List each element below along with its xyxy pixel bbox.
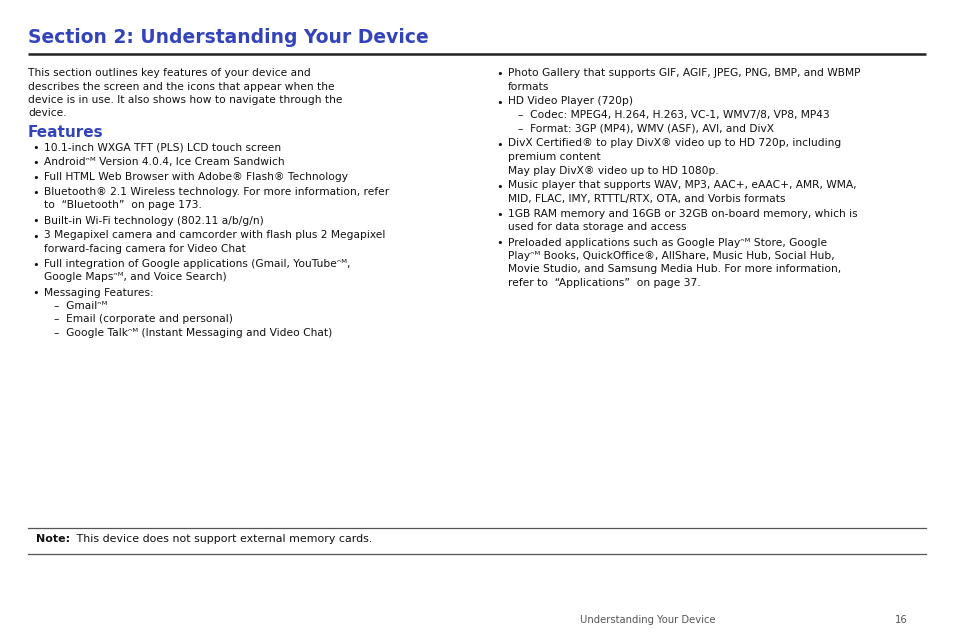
- Text: Androidᵔᴹ Version 4.0.4, Ice Cream Sandwich: Androidᵔᴹ Version 4.0.4, Ice Cream Sandw…: [44, 157, 284, 167]
- Text: •: •: [496, 238, 502, 249]
- Text: Features: Features: [28, 125, 104, 140]
- Text: •: •: [32, 232, 39, 242]
- Text: •: •: [32, 158, 39, 168]
- Text: MID, FLAC, IMY, RTTTL/RTX, OTA, and Vorbis formats: MID, FLAC, IMY, RTTTL/RTX, OTA, and Vorb…: [507, 194, 784, 204]
- Text: Note:: Note:: [36, 534, 71, 544]
- Text: premium content: premium content: [507, 152, 600, 162]
- Text: •: •: [32, 173, 39, 183]
- Text: device.: device.: [28, 109, 67, 118]
- Text: •: •: [32, 289, 39, 298]
- Text: Photo Gallery that supports GIF, AGIF, JPEG, PNG, BMP, and WBMP: Photo Gallery that supports GIF, AGIF, J…: [507, 68, 860, 78]
- Text: •: •: [496, 69, 502, 79]
- Text: Playᵔᴹ Books, QuickOffice®, AllShare, Music Hub, Social Hub,: Playᵔᴹ Books, QuickOffice®, AllShare, Mu…: [507, 251, 834, 261]
- Text: Google Mapsᵔᴹ, and Voice Search): Google Mapsᵔᴹ, and Voice Search): [44, 272, 227, 282]
- Text: Messaging Features:: Messaging Features:: [44, 287, 153, 298]
- Text: –  Format: 3GP (MP4), WMV (ASF), AVI, and DivX: – Format: 3GP (MP4), WMV (ASF), AVI, and…: [517, 123, 773, 134]
- Text: –  Google Talkᵔᴹ (Instant Messaging and Video Chat): – Google Talkᵔᴹ (Instant Messaging and V…: [54, 328, 332, 338]
- Text: Movie Studio, and Samsung Media Hub. For more information,: Movie Studio, and Samsung Media Hub. For…: [507, 265, 841, 275]
- Text: This section outlines key features of your device and: This section outlines key features of yo…: [28, 68, 311, 78]
- Text: Full integration of Google applications (Gmail, YouTubeᵔᴹ,: Full integration of Google applications …: [44, 259, 350, 269]
- Text: Understanding Your Device: Understanding Your Device: [579, 615, 715, 625]
- Text: Section 2: Understanding Your Device: Section 2: Understanding Your Device: [28, 28, 428, 47]
- Text: 3 Megapixel camera and camcorder with flash plus 2 Megapixel: 3 Megapixel camera and camcorder with fl…: [44, 230, 385, 240]
- Text: This device does not support external memory cards.: This device does not support external me…: [73, 534, 372, 544]
- Text: •: •: [496, 97, 502, 107]
- Text: Preloaded applications such as Google Playᵔᴹ Store, Google: Preloaded applications such as Google Pl…: [507, 237, 826, 247]
- Text: 1GB RAM memory and 16GB or 32GB on-board memory, which is: 1GB RAM memory and 16GB or 32GB on-board…: [507, 209, 857, 219]
- Text: •: •: [32, 260, 39, 270]
- Text: •: •: [496, 139, 502, 149]
- Text: refer to  “Applications”  on page 37.: refer to “Applications” on page 37.: [507, 278, 700, 288]
- Text: –  Gmailᵔᴹ: – Gmailᵔᴹ: [54, 301, 108, 311]
- Text: •: •: [496, 210, 502, 220]
- Text: Full HTML Web Browser with Adobe® Flash® Technology: Full HTML Web Browser with Adobe® Flash®…: [44, 172, 348, 182]
- Text: May play DivX® video up to HD 1080p.: May play DivX® video up to HD 1080p.: [507, 165, 718, 176]
- Text: DivX Certified® to play DivX® video up to HD 720p, including: DivX Certified® to play DivX® video up t…: [507, 139, 841, 148]
- Text: 16: 16: [894, 615, 907, 625]
- Text: HD Video Player (720p): HD Video Player (720p): [507, 97, 633, 106]
- Text: to  “Bluetooth”  on page 173.: to “Bluetooth” on page 173.: [44, 200, 202, 211]
- Text: used for data storage and access: used for data storage and access: [507, 223, 686, 233]
- Text: •: •: [32, 216, 39, 226]
- Text: –  Codec: MPEG4, H.264, H.263, VC-1, WMV7/8, VP8, MP43: – Codec: MPEG4, H.264, H.263, VC-1, WMV7…: [517, 110, 829, 120]
- Text: •: •: [32, 188, 39, 198]
- Text: device is in use. It also shows how to navigate through the: device is in use. It also shows how to n…: [28, 95, 342, 105]
- Text: –  Email (corporate and personal): – Email (corporate and personal): [54, 314, 233, 324]
- Text: Music player that supports WAV, MP3, AAC+, eAAC+, AMR, WMA,: Music player that supports WAV, MP3, AAC…: [507, 181, 856, 191]
- Text: formats: formats: [507, 81, 549, 92]
- Text: Bluetooth® 2.1 Wireless technology. For more information, refer: Bluetooth® 2.1 Wireless technology. For …: [44, 187, 389, 197]
- Text: describes the screen and the icons that appear when the: describes the screen and the icons that …: [28, 81, 335, 92]
- Text: Built-in Wi-Fi technology (802.11 a/b/g/n): Built-in Wi-Fi technology (802.11 a/b/g/…: [44, 216, 263, 226]
- Text: forward-facing camera for Video Chat: forward-facing camera for Video Chat: [44, 244, 246, 254]
- Text: •: •: [496, 181, 502, 191]
- Text: •: •: [32, 143, 39, 153]
- Text: 10.1-inch WXGA TFT (PLS) LCD touch screen: 10.1-inch WXGA TFT (PLS) LCD touch scree…: [44, 142, 281, 152]
